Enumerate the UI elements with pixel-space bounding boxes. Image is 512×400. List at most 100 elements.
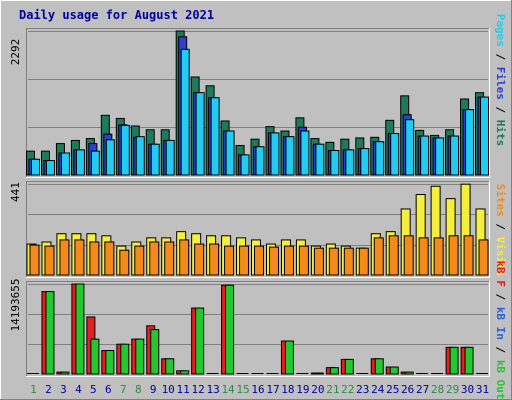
day-label: 16 (251, 383, 264, 396)
sites-bar (44, 245, 55, 276)
day-label: 8 (135, 383, 142, 396)
pages-bar (465, 109, 475, 176)
sites-bar (104, 241, 115, 276)
kbytes-out-bar (284, 340, 294, 375)
pages-bar (31, 158, 40, 176)
sites-bar (328, 247, 339, 276)
pages-bar (345, 149, 355, 176)
day-label: 17 (266, 383, 279, 396)
sites-bar (433, 237, 444, 276)
pages-bar (315, 143, 325, 176)
legend-sites-visits: Sites / Visits (494, 184, 507, 277)
y-max-label-panel2: 441 (9, 182, 22, 202)
day-label: 5 (90, 383, 97, 396)
day-label: 20 (311, 383, 324, 396)
pages-bar (330, 149, 340, 176)
pages-bar (375, 141, 385, 176)
sites-bar (239, 245, 250, 276)
day-label: 2 (45, 383, 52, 396)
day-label: 14 (221, 383, 235, 396)
sites-bar (418, 237, 429, 276)
legend-pages-files-hits: Pages / Files / Hits (494, 14, 507, 147)
pages-bar (255, 146, 265, 176)
pages-bar (180, 48, 190, 176)
pages-bar (45, 160, 55, 176)
kbytes-out-bar (329, 367, 339, 375)
day-label: 4 (75, 383, 82, 396)
sites-bar (298, 245, 309, 276)
kbytes-out-bar (150, 329, 160, 375)
day-label: 26 (401, 383, 414, 396)
pages-bar (435, 137, 445, 176)
legend-entry: Hits (494, 120, 507, 147)
kbytes-out-bar (449, 346, 459, 375)
legend-separator: / (494, 47, 507, 67)
sites-bar (134, 245, 145, 276)
chart-title: Daily usage for August 2021 (19, 8, 214, 22)
kbytes-out-bar (404, 371, 414, 375)
day-label: 30 (461, 383, 474, 396)
pages-bar (195, 92, 205, 176)
pages-bar (270, 132, 280, 176)
legend-kbytes: kB F / kB In / kB Out (494, 260, 507, 399)
sites-bar (283, 245, 294, 276)
pages-bar (450, 135, 460, 176)
day-label: 13 (206, 383, 219, 396)
kbytes-out-bar (180, 370, 190, 375)
kbytes-out-bar (225, 284, 235, 375)
pages-bar (390, 133, 400, 176)
sites-bar (403, 235, 414, 276)
day-labels: 1 2 3 4 5 6 7 8 9 10 11 12 13 14 15 16 17 18 19 20 21 22 23 24 2… (30, 383, 489, 396)
pages-bar (90, 150, 100, 176)
kbytes-out-bar (60, 371, 70, 375)
pages-bar (360, 148, 370, 176)
sites-bar (59, 239, 70, 276)
sites-bar (358, 247, 369, 276)
day-label: 11 (177, 383, 190, 396)
day-label: 15 (236, 383, 249, 396)
sites-bar (343, 247, 354, 276)
legend-entry: kB Out (494, 360, 507, 400)
kbytes-out-bar (314, 372, 324, 375)
kbytes-out-bar (374, 358, 384, 375)
legend-entry: kB In (494, 307, 507, 340)
day-label: 19 (296, 383, 309, 396)
sites-bar (119, 249, 130, 276)
day-label: 9 (150, 383, 157, 396)
sites-bar (194, 243, 205, 276)
sites-bar (29, 244, 40, 276)
sites-bar (478, 239, 489, 276)
y-max-label-panel3: 14193655 (9, 279, 22, 332)
legend-separator: / (494, 287, 507, 307)
pages-bar (165, 139, 175, 176)
legend-separator: / (494, 217, 507, 237)
kbytes-out-bar (90, 338, 100, 375)
day-label: 3 (60, 383, 67, 396)
legend-entry: Visits (494, 237, 507, 277)
pages-bar (480, 96, 490, 176)
sites-bar (268, 246, 279, 276)
sites-bar (224, 245, 235, 276)
y-max-label-panel1: 2292 (9, 39, 22, 66)
kbytes-out-bar (165, 358, 175, 375)
kbytes-panel (26, 281, 490, 377)
kbytes-out-bar (344, 358, 354, 375)
kbytes-out-bar (120, 343, 130, 375)
day-label: 29 (446, 383, 459, 396)
pages-bar (60, 152, 70, 176)
kbytes-out-bar (389, 366, 399, 375)
legend-entry: Files (494, 67, 507, 100)
sites-bar (179, 239, 190, 276)
legend-entry: Pages (494, 14, 507, 47)
sites-bar (254, 245, 265, 276)
sites-bar (373, 237, 384, 276)
pages-bar (210, 97, 220, 176)
legend-entry: kB F (494, 260, 507, 287)
pages-bar (420, 135, 430, 176)
pages-bar (150, 143, 160, 176)
sites-bar (313, 247, 324, 276)
sites-bar (149, 241, 160, 276)
sites-bar (463, 235, 474, 276)
day-label: 27 (416, 383, 429, 396)
